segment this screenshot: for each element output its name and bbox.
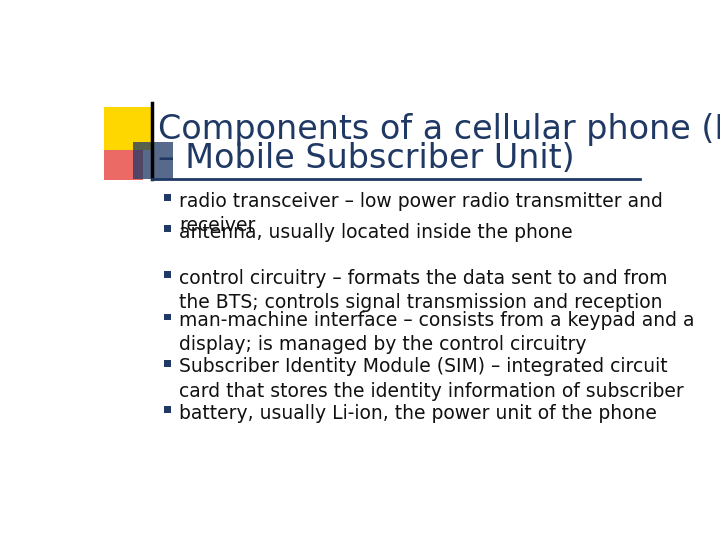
- Bar: [163, 194, 171, 201]
- Bar: [163, 314, 171, 320]
- Text: antenna, usually located inside the phone: antenna, usually located inside the phon…: [179, 222, 572, 241]
- Text: battery, usually Li-ion, the power unit of the phone: battery, usually Li-ion, the power unit …: [179, 403, 657, 423]
- Bar: [132, 142, 173, 179]
- Bar: [163, 271, 171, 278]
- Bar: [104, 107, 152, 150]
- Text: radio transceiver – low power radio transmitter and
receiver: radio transceiver – low power radio tran…: [179, 192, 663, 235]
- Text: man-machine interface – consists from a keypad and a
display; is managed by the : man-machine interface – consists from a …: [179, 311, 695, 354]
- Text: – Mobile Subscriber Unit): – Mobile Subscriber Unit): [158, 142, 575, 175]
- Bar: [163, 225, 171, 232]
- Bar: [163, 406, 171, 413]
- Bar: [104, 138, 143, 180]
- Text: Components of a cellular phone (MSU: Components of a cellular phone (MSU: [158, 112, 720, 146]
- Bar: [163, 360, 171, 367]
- Text: Subscriber Identity Module (SIM) – integrated circuit
card that stores the ident: Subscriber Identity Module (SIM) – integ…: [179, 357, 684, 401]
- Text: control circuitry – formats the data sent to and from
the BTS; controls signal t: control circuitry – formats the data sen…: [179, 269, 667, 312]
